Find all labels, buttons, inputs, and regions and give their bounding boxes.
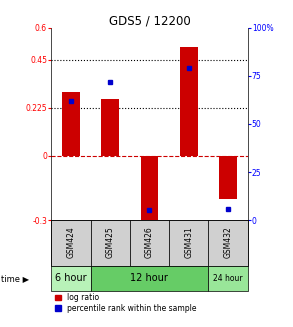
Text: time ▶: time ▶	[1, 274, 30, 283]
Bar	[62, 92, 80, 156]
Bar	[101, 99, 119, 156]
Text: GSM426: GSM426	[145, 226, 154, 258]
Text: GSM424: GSM424	[67, 226, 75, 258]
Bar	[219, 156, 237, 199]
Bar	[130, 220, 169, 266]
Text: GSM425: GSM425	[106, 226, 115, 258]
Bar	[169, 220, 208, 266]
Text: 12 hour: 12 hour	[130, 273, 168, 284]
Text: GSM432: GSM432	[224, 226, 232, 258]
Bar	[91, 266, 208, 291]
Bar	[208, 220, 248, 266]
Text: GSM431: GSM431	[184, 226, 193, 258]
Bar	[51, 220, 91, 266]
Text: 6 hour: 6 hour	[55, 273, 87, 284]
Title: GDS5 / 12200: GDS5 / 12200	[108, 15, 190, 28]
Bar	[51, 266, 91, 291]
Bar	[91, 220, 130, 266]
Text: 24 hour: 24 hour	[213, 274, 243, 283]
Bar	[208, 266, 248, 291]
Bar	[180, 47, 197, 156]
Legend: log ratio, percentile rank within the sample: log ratio, percentile rank within the sa…	[55, 293, 197, 313]
Bar	[141, 156, 158, 235]
